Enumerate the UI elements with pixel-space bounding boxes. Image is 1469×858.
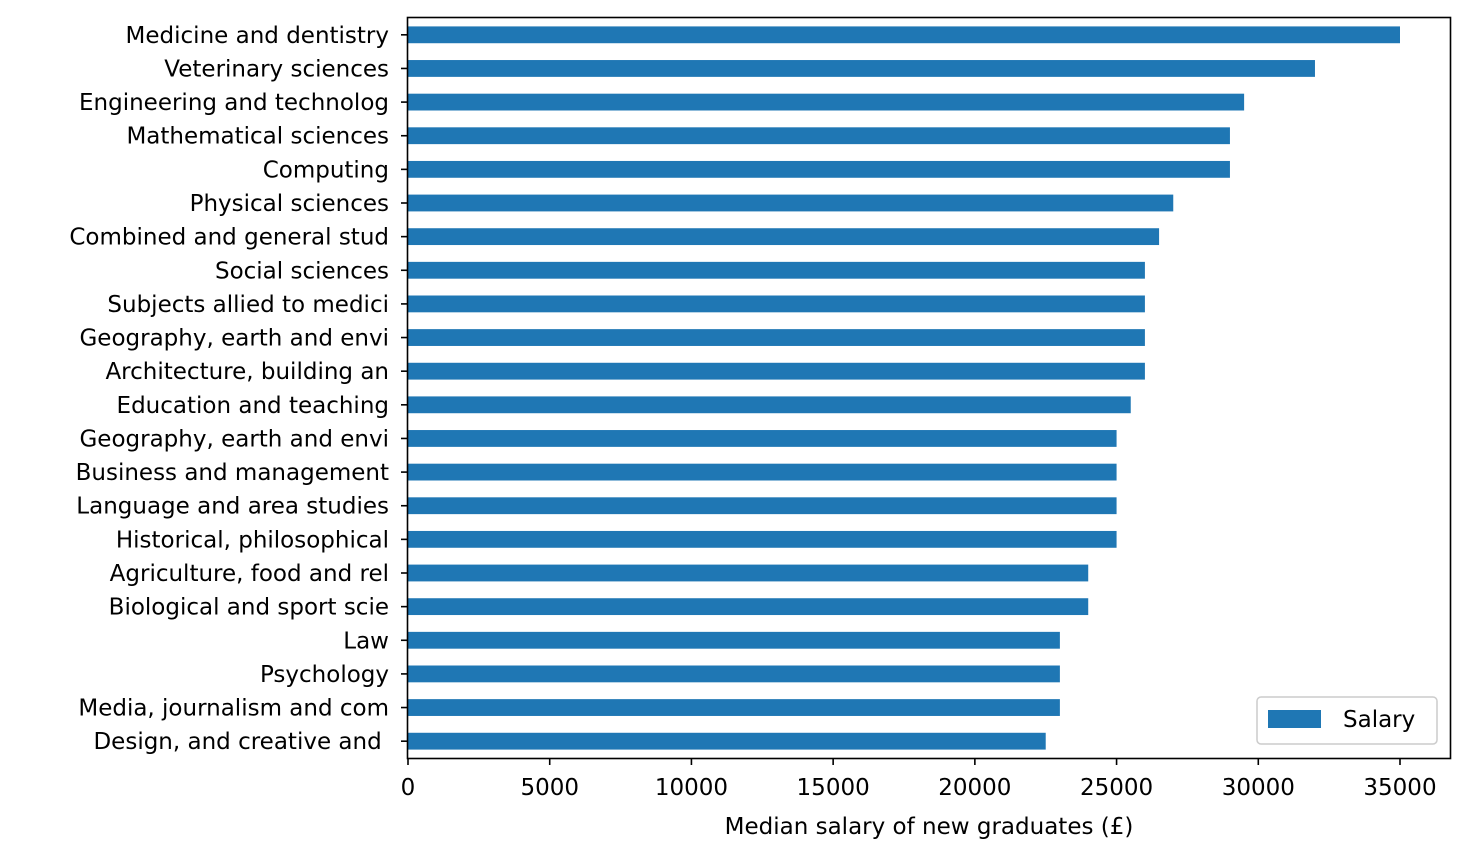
bar xyxy=(408,362,1145,380)
bar xyxy=(408,228,1160,246)
y-tick-label: Law xyxy=(343,628,389,654)
bar xyxy=(408,295,1145,313)
y-tick-label: Business and management xyxy=(76,460,389,486)
y-tick-label: Mathematical sciences xyxy=(126,124,389,150)
bar xyxy=(408,261,1145,279)
bar xyxy=(408,160,1230,178)
y-tick-label: Media, journalism and com xyxy=(78,696,389,722)
x-tick-label: 35000 xyxy=(1363,775,1436,801)
bar xyxy=(408,430,1117,447)
bar xyxy=(408,127,1230,145)
legend: Salary xyxy=(1256,696,1438,745)
x-axis-ticks: 0 5000 10000 15000 20000 25000 30000 35000 xyxy=(401,758,1437,801)
y-axis-ticks: Medicine and dentistry Veterinary science… xyxy=(69,23,408,755)
y-tick-label: Social sciences xyxy=(215,258,389,284)
bar xyxy=(408,93,1245,111)
y-tick-label: Geography, earth and envi xyxy=(79,426,389,452)
y-tick-label: Biological and sport scie xyxy=(109,595,389,621)
legend-frame xyxy=(1256,696,1438,745)
legend-label-salary: Salary xyxy=(1343,707,1415,733)
legend-swatch xyxy=(1268,710,1321,728)
bar xyxy=(408,530,1117,548)
bar xyxy=(408,699,1060,716)
y-tick-label: Architecture, building an xyxy=(105,359,389,385)
x-axis-label: Median salary of new graduates (£) xyxy=(725,814,1134,840)
x-tick-label: 30000 xyxy=(1222,775,1295,801)
x-tick-label: 10000 xyxy=(655,775,728,801)
y-tick-label: Psychology xyxy=(260,662,389,688)
bar xyxy=(408,60,1315,77)
bar xyxy=(408,396,1131,414)
y-tick-label: Geography, earth and envi xyxy=(79,326,389,352)
bar xyxy=(408,26,1400,44)
x-tick-label: 15000 xyxy=(797,775,870,801)
bar xyxy=(408,497,1117,515)
y-tick-label: Combined and general stud xyxy=(69,225,389,251)
plot-frame xyxy=(406,16,1452,760)
y-tick-label: Design, and creative and xyxy=(93,729,389,755)
y-tick-label: Language and area studies xyxy=(76,494,389,520)
bar xyxy=(408,732,1046,750)
y-tick-label: Subjects allied to medici xyxy=(107,292,389,318)
x-tick-label: 25000 xyxy=(1080,775,1153,801)
y-tick-label: Computing xyxy=(263,157,389,183)
bars-group xyxy=(408,26,1400,750)
bar xyxy=(408,631,1060,649)
y-tick-label: Engineering and technolog xyxy=(79,90,389,116)
bar xyxy=(408,564,1089,582)
x-tick-label: 20000 xyxy=(938,775,1011,801)
bar xyxy=(408,194,1174,212)
y-tick-label: Education and teaching xyxy=(117,393,389,419)
y-tick-label: Historical, philosophical xyxy=(116,527,389,553)
bar xyxy=(408,329,1145,346)
x-tick-label: 0 xyxy=(401,775,416,801)
y-tick-label: Medicine and dentistry xyxy=(126,23,389,49)
y-tick-label: Veterinary sciences xyxy=(164,56,389,82)
bar xyxy=(408,598,1089,616)
y-tick-label: Agriculture, food and rel xyxy=(110,561,389,587)
y-tick-label: Physical sciences xyxy=(190,191,389,217)
bar xyxy=(408,463,1117,481)
bar xyxy=(408,665,1060,683)
x-tick-label: 5000 xyxy=(520,775,579,801)
